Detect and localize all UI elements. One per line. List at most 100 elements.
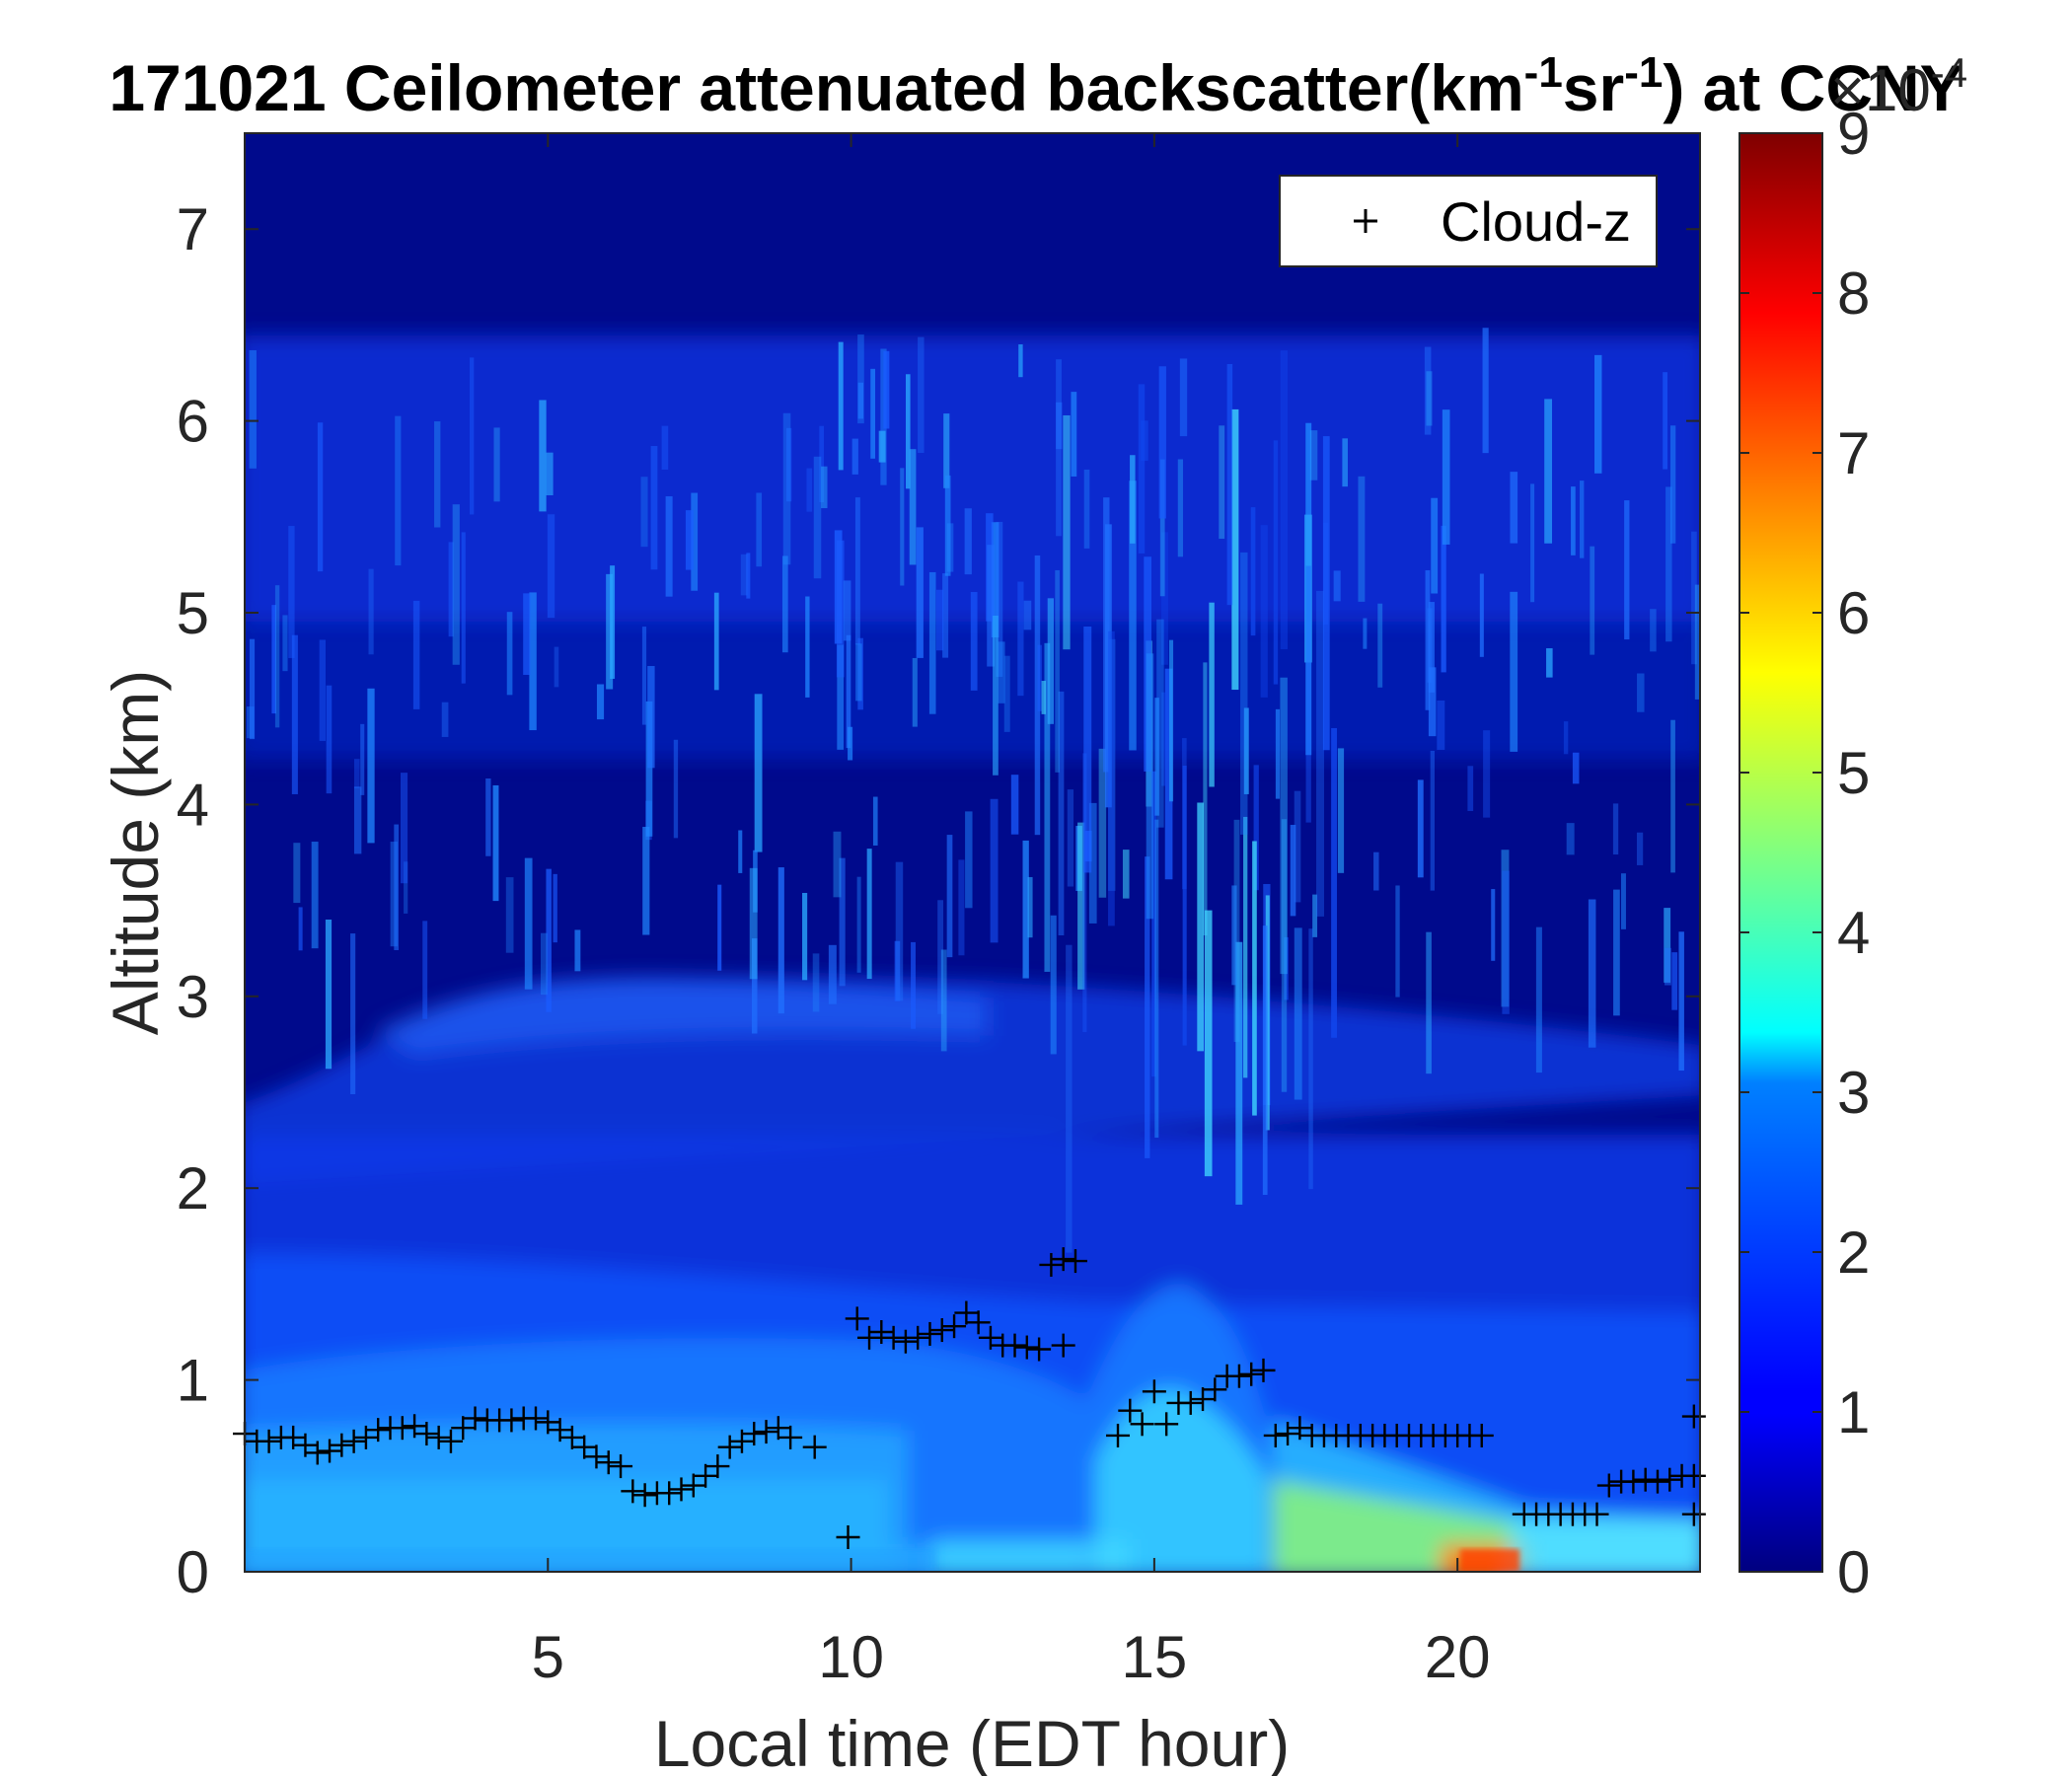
heatmap: [245, 133, 1700, 1572]
backscatter-streak: [777, 867, 784, 1014]
x-tick-label: 20: [1425, 1624, 1491, 1690]
cloud-z-point: [1263, 1423, 1288, 1447]
backscatter-streak: [529, 592, 537, 731]
backscatter-streak: [1342, 438, 1348, 487]
cloud-z-point: [596, 1450, 621, 1475]
cloud-z-point: [1658, 1467, 1682, 1492]
backscatter-streak: [360, 723, 365, 795]
cloud-z-point: [572, 1435, 597, 1459]
cloud-z-point: [621, 1479, 645, 1504]
backscatter-streak: [838, 341, 844, 471]
backscatter-streak: [965, 811, 973, 909]
backscatter-streak: [970, 592, 978, 691]
backscatter-streak: [1437, 700, 1445, 751]
backscatter-streak: [1262, 925, 1268, 1196]
backscatter-streak: [998, 641, 1005, 703]
cloud-z-point: [918, 1321, 942, 1346]
backscatter-streak: [1003, 655, 1010, 732]
backscatter-streak: [650, 446, 658, 570]
backscatter-streak: [1303, 514, 1312, 663]
backscatter-streak: [1231, 885, 1237, 986]
backscatter-streak: [1260, 525, 1268, 698]
cloud-z-point: [1154, 1412, 1179, 1437]
backscatter-streak: [1037, 644, 1042, 711]
y-tick-label: 0: [177, 1539, 209, 1605]
colorbar-tick-label: 1: [1837, 1379, 1870, 1445]
backscatter-streak: [1363, 618, 1368, 649]
backscatter-streak: [855, 643, 862, 702]
cloud-z-point: [869, 1320, 894, 1344]
backscatter-streak: [870, 368, 876, 459]
cloud-z-point: [293, 1433, 318, 1457]
backscatter-streak: [1219, 425, 1225, 540]
cloud-z-point: [1027, 1337, 1052, 1362]
cloud-z-point: [754, 1420, 778, 1444]
backscatter-streak: [1010, 775, 1019, 835]
backscatter-streak: [1428, 667, 1437, 737]
backscatter-streak: [1620, 873, 1626, 929]
cloud-z-point: [318, 1439, 342, 1463]
backscatter-streak: [553, 873, 557, 943]
cloud-z-point: [390, 1416, 414, 1441]
backscatter-streak: [1663, 372, 1668, 470]
cloud-z-point: [1178, 1390, 1203, 1415]
backscatter-streak: [833, 831, 842, 898]
colorbar-tick-label: 0: [1837, 1539, 1870, 1605]
backscatter-streak: [1358, 476, 1366, 602]
cloud-z-point: [499, 1408, 524, 1433]
backscatter-streak: [1252, 841, 1257, 1116]
cloud-z-point: [881, 1325, 906, 1350]
backscatter-streak: [271, 605, 276, 714]
backscatter-streak: [325, 919, 333, 1070]
cloud-z-point: [1469, 1423, 1494, 1447]
colorbar-tick-label: 9: [1837, 101, 1870, 167]
backscatter-streak: [895, 861, 904, 1001]
backscatter-streak: [749, 867, 758, 980]
cloud-z-point: [609, 1454, 633, 1479]
backscatter-streak: [1428, 602, 1435, 693]
cloud-z-point: [1051, 1333, 1075, 1358]
x-tick-label: 5: [532, 1624, 564, 1690]
backscatter-streak: [1678, 931, 1684, 1072]
cloud-z-point: [1191, 1387, 1216, 1412]
backscatter-streak: [647, 666, 655, 769]
backscatter-streak: [1017, 581, 1024, 697]
backscatter-streak: [751, 938, 758, 1034]
backscatter-streak: [606, 573, 614, 690]
x-tick-label: 15: [1122, 1624, 1188, 1690]
cloud-z-point: [1002, 1333, 1027, 1358]
backscatter-streak: [311, 842, 319, 949]
backscatter-streak: [856, 876, 861, 973]
cloud-z-point: [451, 1416, 476, 1441]
backscatter-streak: [1130, 455, 1136, 544]
backscatter-streak: [1146, 653, 1154, 920]
cloud-z-point: [403, 1414, 427, 1439]
backscatter-streak: [1151, 771, 1157, 1077]
backscatter-streak: [1098, 748, 1107, 898]
backscatter-streak: [540, 932, 548, 996]
backscatter-streak: [1665, 947, 1671, 986]
backscatter-streak: [1501, 850, 1510, 1007]
backscatter-streak: [802, 892, 808, 981]
backscatter-streak: [642, 826, 650, 935]
backscatter-streak: [1265, 895, 1270, 1131]
backscatter-streak: [1138, 384, 1146, 554]
backscatter-streak: [492, 784, 499, 902]
cloud-z-point: [584, 1444, 609, 1469]
backscatter-streak: [434, 421, 441, 528]
y-axis: 0 1 2 3 4 5 6 7: [177, 196, 1700, 1605]
backscatter-streak: [539, 400, 547, 512]
backscatter-streak: [1308, 928, 1313, 1190]
backscatter-streak: [1441, 525, 1446, 673]
backscatter-streak: [1209, 602, 1215, 787]
cloud-z-point: [305, 1441, 330, 1465]
backscatter-streak: [1063, 414, 1071, 650]
backscatter-streak: [781, 555, 788, 653]
y-tick-label: 5: [177, 580, 209, 646]
backscatter-streak: [1571, 486, 1576, 555]
backscatter-streak: [1426, 931, 1432, 1074]
cloud-z-point: [942, 1314, 967, 1339]
backscatter-streak: [350, 933, 356, 1095]
backscatter-streak: [1312, 894, 1318, 937]
backscatter-streak: [412, 600, 420, 709]
